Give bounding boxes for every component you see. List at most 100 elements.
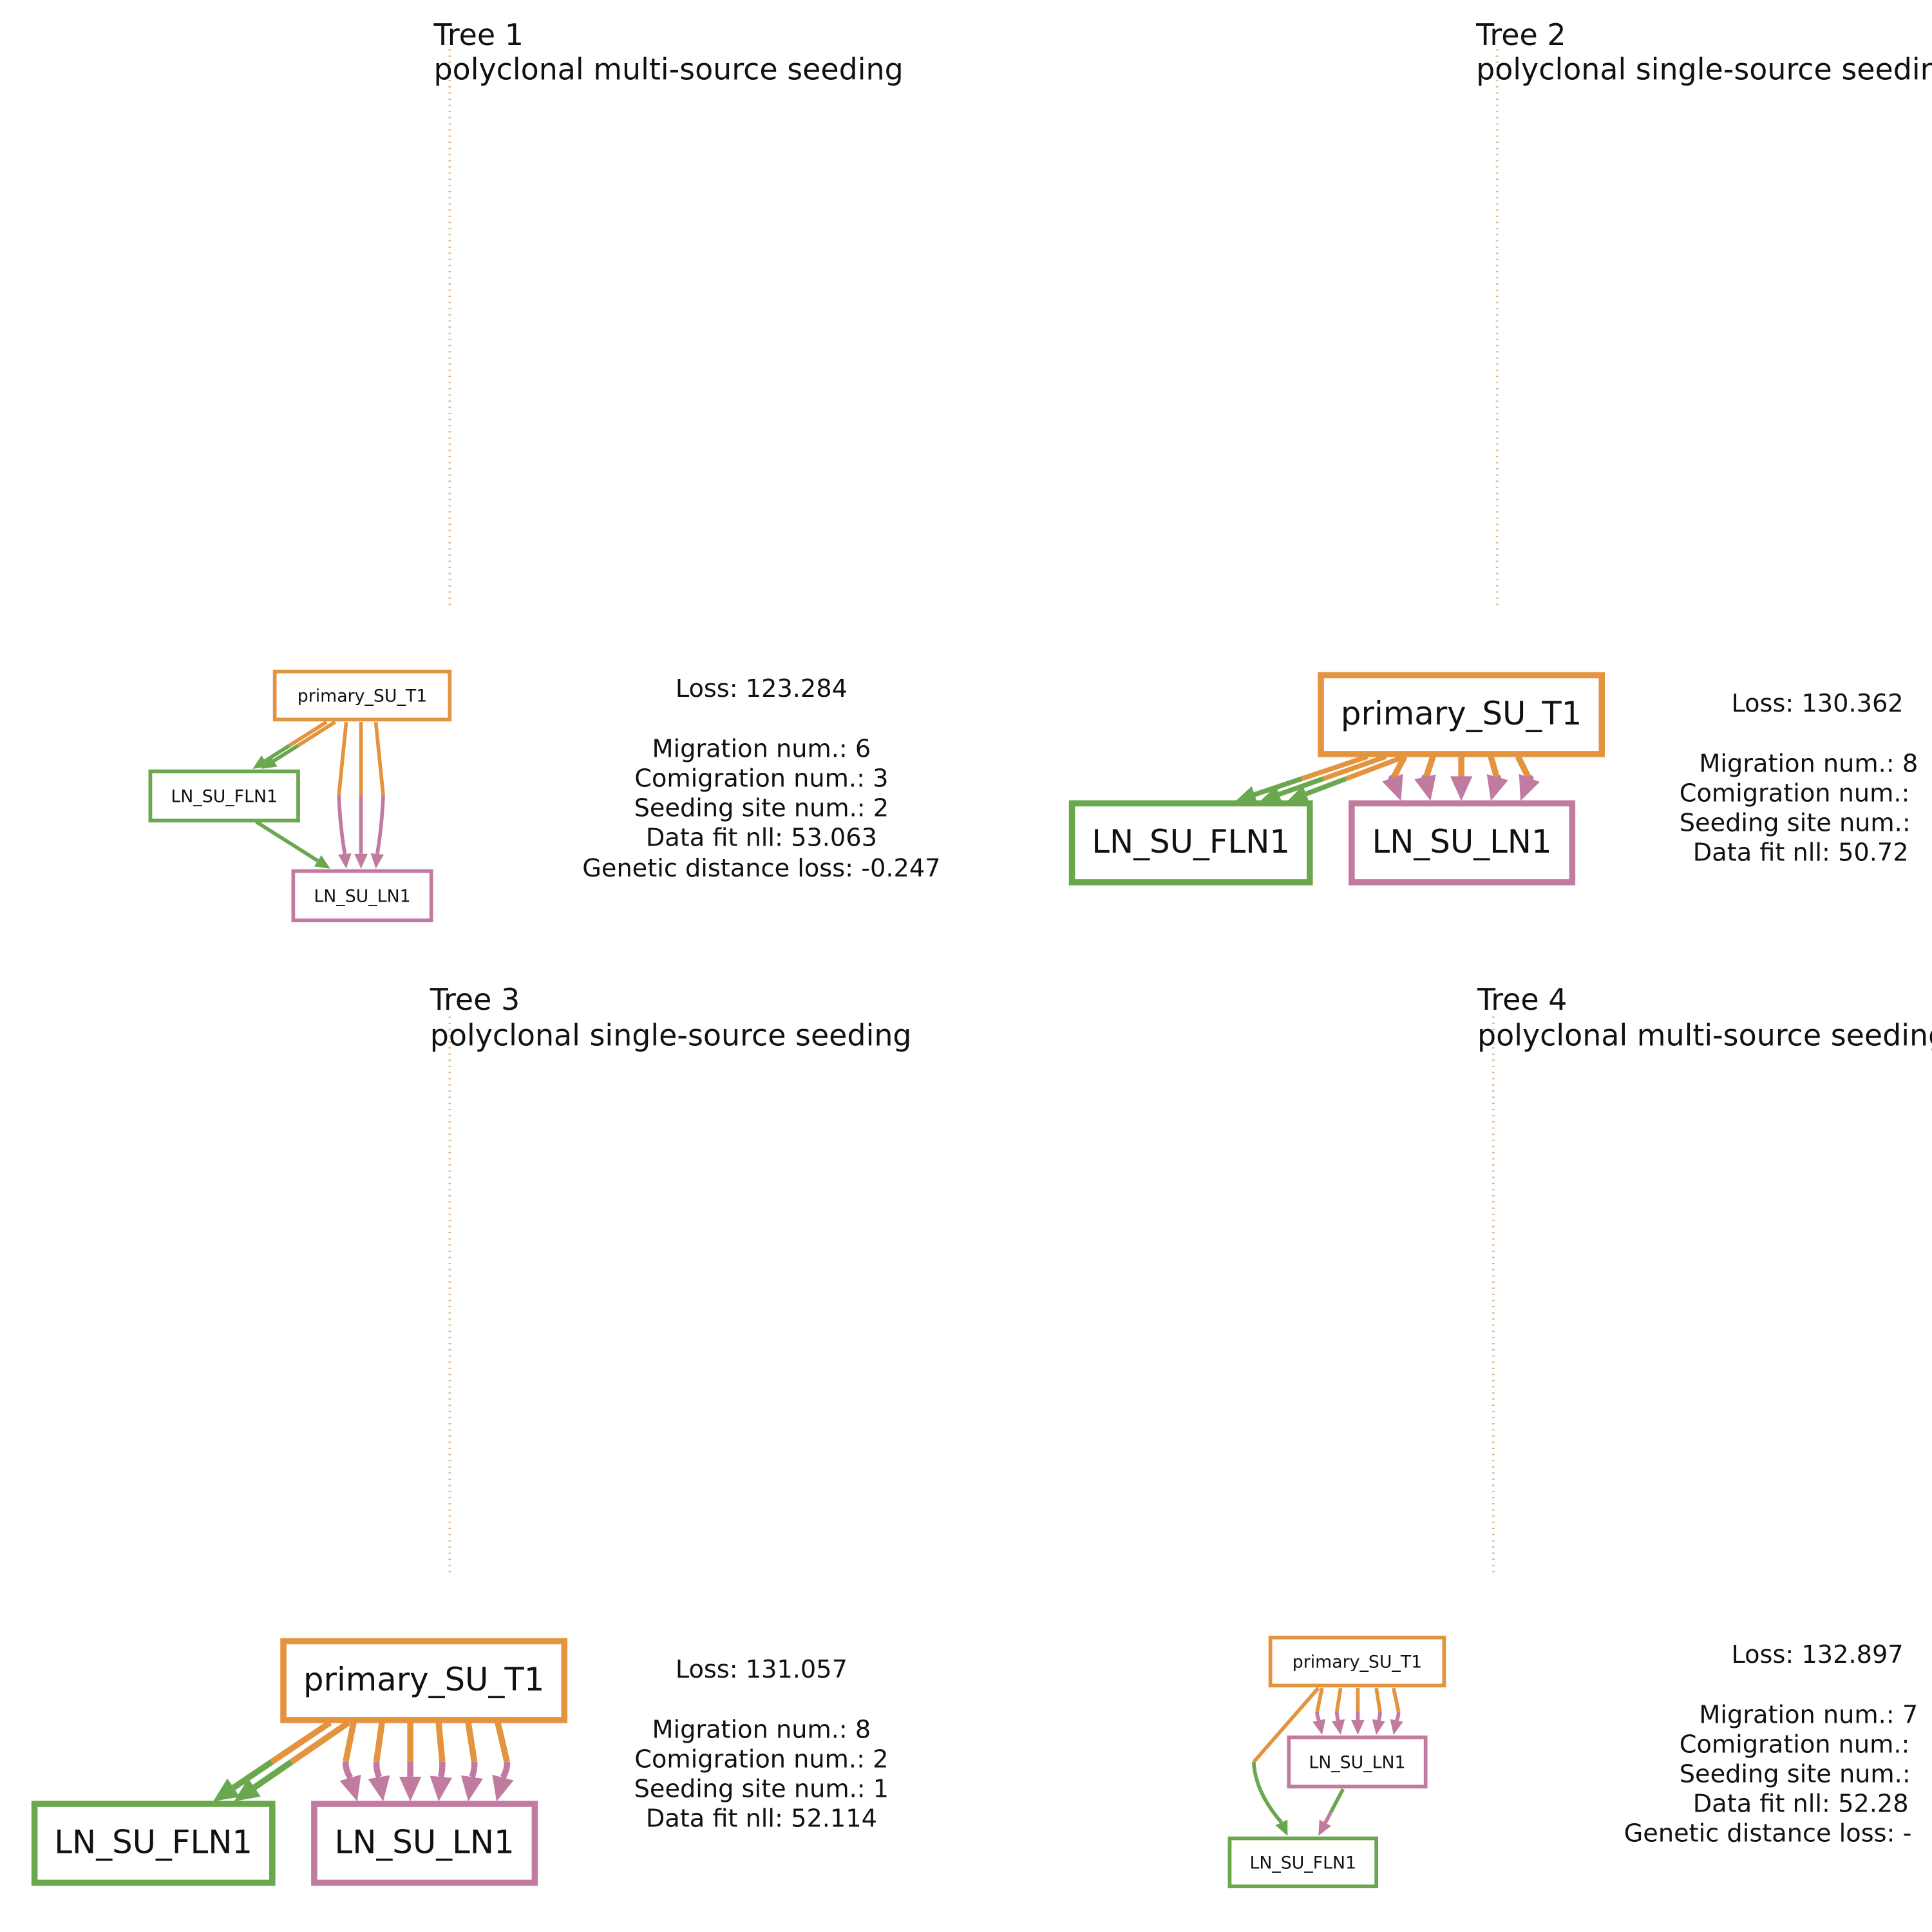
edge-start <box>373 1722 385 1763</box>
node-box <box>148 769 300 823</box>
arrow-head <box>338 853 352 869</box>
arrow-head <box>1318 1819 1332 1836</box>
edge-end <box>337 795 347 855</box>
edge-end <box>438 1761 446 1778</box>
tree-subtitle: polyclonal multi-source seeding <box>433 52 903 86</box>
arrow-head <box>1372 1719 1385 1735</box>
edge-start <box>495 1721 510 1763</box>
node-box <box>1287 1735 1428 1789</box>
stat-line: Loss: 123.284 <box>676 674 848 703</box>
stat-line: Comigration num.: <box>1680 779 1910 808</box>
edge-end <box>1315 1711 1321 1721</box>
node-box <box>1318 672 1605 757</box>
node-label: LN_SU_LN1 <box>1372 823 1551 860</box>
tree-title: Tree 4 <box>1477 982 1567 1017</box>
node-label: LN_SU_LN1 <box>335 1824 515 1861</box>
arrow-head <box>370 853 384 869</box>
stat-line: Data fit nll: 52.28 <box>1693 1789 1909 1818</box>
edge-start <box>289 1719 351 1765</box>
tree-subtitle: polyclonal single-source seeding <box>1476 52 1932 86</box>
edge-start <box>1374 1687 1382 1712</box>
edge-end <box>373 1761 383 1779</box>
arrow-head <box>399 1776 422 1802</box>
edge-start <box>1315 1687 1324 1712</box>
edge-end <box>1395 1711 1401 1721</box>
tree-title: Tree 1 <box>433 17 523 52</box>
edge-end <box>1305 776 1347 797</box>
stat-line: Migration num.: 7 <box>1699 1701 1918 1730</box>
edge-end <box>1334 1711 1340 1721</box>
edge-end <box>292 844 319 862</box>
edge-start <box>1329 1788 1345 1814</box>
arrow-head <box>1331 1719 1345 1735</box>
node-box <box>291 869 433 923</box>
edge-start <box>337 721 348 796</box>
stat-line: Loss: 132.897 <box>1732 1640 1904 1669</box>
arrow-head <box>354 853 368 869</box>
stat-line: Genetic distance loss: -0.247 <box>582 854 940 883</box>
tree-title: Tree 3 <box>430 982 520 1017</box>
arrow-head <box>234 1778 261 1802</box>
stat-line: Migration num.: 8 <box>1699 750 1918 779</box>
node-box <box>31 1801 276 1886</box>
tree-title: Tree 2 <box>1475 17 1566 52</box>
edge-start <box>289 720 328 747</box>
node-label: primary_SU_T1 <box>303 1661 544 1698</box>
edge-end <box>375 795 385 855</box>
stat-line: Loss: 130.362 <box>1732 689 1904 718</box>
stat-line: Data fit nll: 52.114 <box>646 1804 877 1833</box>
node-box <box>1268 1635 1446 1688</box>
arrow-head <box>492 1774 514 1802</box>
node-box <box>1349 800 1576 886</box>
arrow-head <box>1351 1719 1365 1735</box>
stat-line: Comigration num.: 3 <box>634 764 888 793</box>
stat-line: Loss: 131.057 <box>676 1655 848 1684</box>
edge-start <box>342 1721 357 1763</box>
edge-end <box>1376 1711 1382 1721</box>
arrow-head <box>1450 776 1473 801</box>
edge-start <box>435 1722 446 1763</box>
arrow-head <box>1390 1719 1403 1735</box>
edge-start <box>1301 754 1368 781</box>
edge-start <box>1252 1687 1320 1763</box>
edge-start <box>1345 754 1406 781</box>
edge-start <box>1392 1687 1401 1712</box>
stat-line: Data fit nll: 50.72 <box>1693 838 1909 867</box>
node-box <box>1068 800 1313 886</box>
arrow-head <box>261 755 278 769</box>
arrow-head <box>1486 774 1508 801</box>
arrow-head <box>314 855 330 869</box>
edge-start <box>1488 755 1501 780</box>
edge-start <box>465 1722 478 1763</box>
edge-start <box>1322 754 1387 781</box>
stat-line: Seeding site num.: 1 <box>634 1774 889 1803</box>
node-label: LN_SU_FLN1 <box>1092 823 1290 860</box>
edge-end <box>272 744 299 763</box>
node-box <box>280 1638 568 1723</box>
arrow-head <box>213 1778 240 1802</box>
arrow-head <box>460 1775 483 1802</box>
stat-line: Migration num.: 8 <box>652 1716 871 1745</box>
arrow-head <box>1519 773 1540 801</box>
tree-subtitle: polyclonal multi-source seeding <box>1477 1018 1932 1052</box>
edge-end <box>342 1761 354 1780</box>
arrow-head <box>1414 774 1436 801</box>
edge-start <box>1335 1687 1343 1712</box>
node-label: LN_SU_FLN1 <box>54 1824 252 1861</box>
arrow-head <box>1275 1819 1288 1836</box>
stat-line: Seeding site num.: 2 <box>634 794 889 823</box>
edge-end <box>469 1761 478 1779</box>
node-label: primary_SU_T1 <box>1341 695 1582 732</box>
edge-end <box>1253 776 1303 797</box>
edge-start <box>270 1719 332 1765</box>
arrow-head <box>1236 786 1258 803</box>
stat-line: Comigration num.: 2 <box>634 1745 888 1774</box>
arrow-head <box>339 1774 361 1802</box>
node-box <box>272 669 452 722</box>
arrow-head <box>430 1776 452 1802</box>
